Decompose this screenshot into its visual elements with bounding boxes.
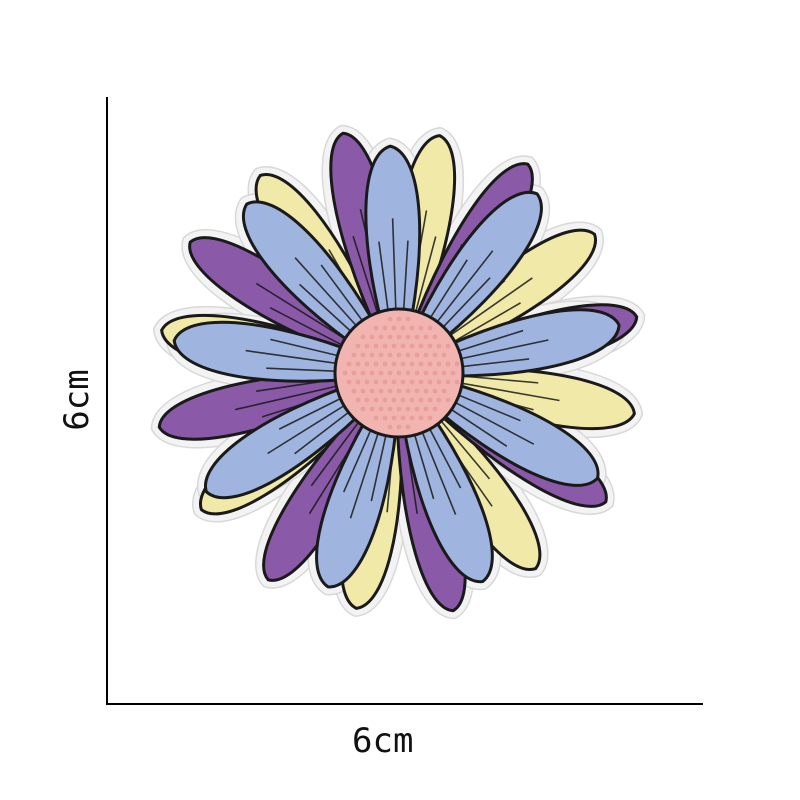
height-dimension-line [106,97,108,705]
width-label: 6cm [352,721,414,761]
petals [157,131,639,613]
height-label: 6cm [57,369,97,431]
width-dimension-line [106,703,703,705]
flower-center [333,307,465,439]
